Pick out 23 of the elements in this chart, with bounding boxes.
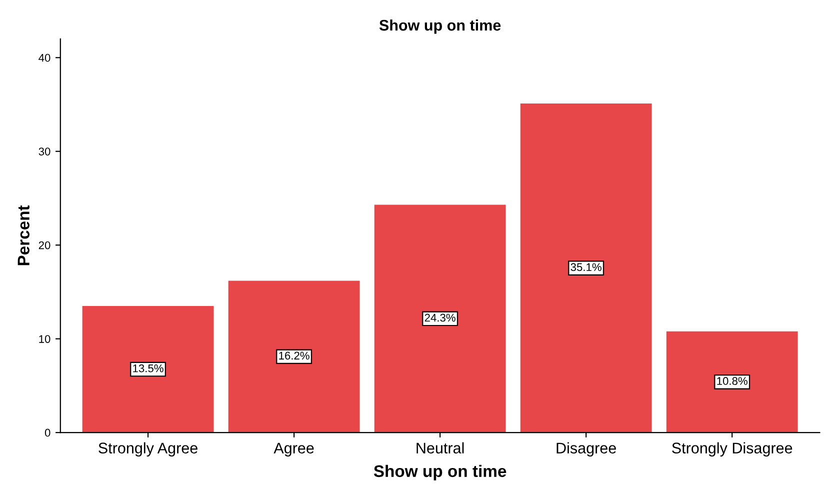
x-tick-label: Agree bbox=[274, 442, 314, 457]
x-tick-label: Neutral bbox=[416, 442, 464, 454]
bar bbox=[666, 331, 798, 433]
y-tick-label: 40 bbox=[38, 54, 50, 62]
x-axis-title: Show up on time bbox=[374, 464, 506, 480]
x-tick-label: Disagree bbox=[556, 442, 616, 457]
y-tick-label: 0 bbox=[44, 428, 50, 437]
data-label: 13.5% bbox=[133, 364, 164, 372]
bar bbox=[82, 306, 214, 433]
data-label: 10.8% bbox=[717, 377, 748, 385]
bar bbox=[520, 104, 652, 433]
data-label: 35.1% bbox=[570, 263, 602, 272]
y-axis-title: Percent bbox=[18, 205, 30, 266]
chart-title: Show up on time bbox=[379, 19, 501, 34]
x-tick-label: Strongly Agree bbox=[98, 442, 198, 457]
y-tick-label: 20 bbox=[38, 241, 50, 250]
y-tick-label: 10 bbox=[39, 335, 50, 343]
bar bbox=[228, 280, 360, 433]
y-tick-label: 30 bbox=[38, 148, 50, 156]
x-tick-label: Strongly Disagree bbox=[672, 442, 792, 457]
data-label: 16.2% bbox=[279, 352, 310, 360]
data-label: 24.3% bbox=[424, 314, 456, 322]
bar bbox=[374, 204, 506, 433]
